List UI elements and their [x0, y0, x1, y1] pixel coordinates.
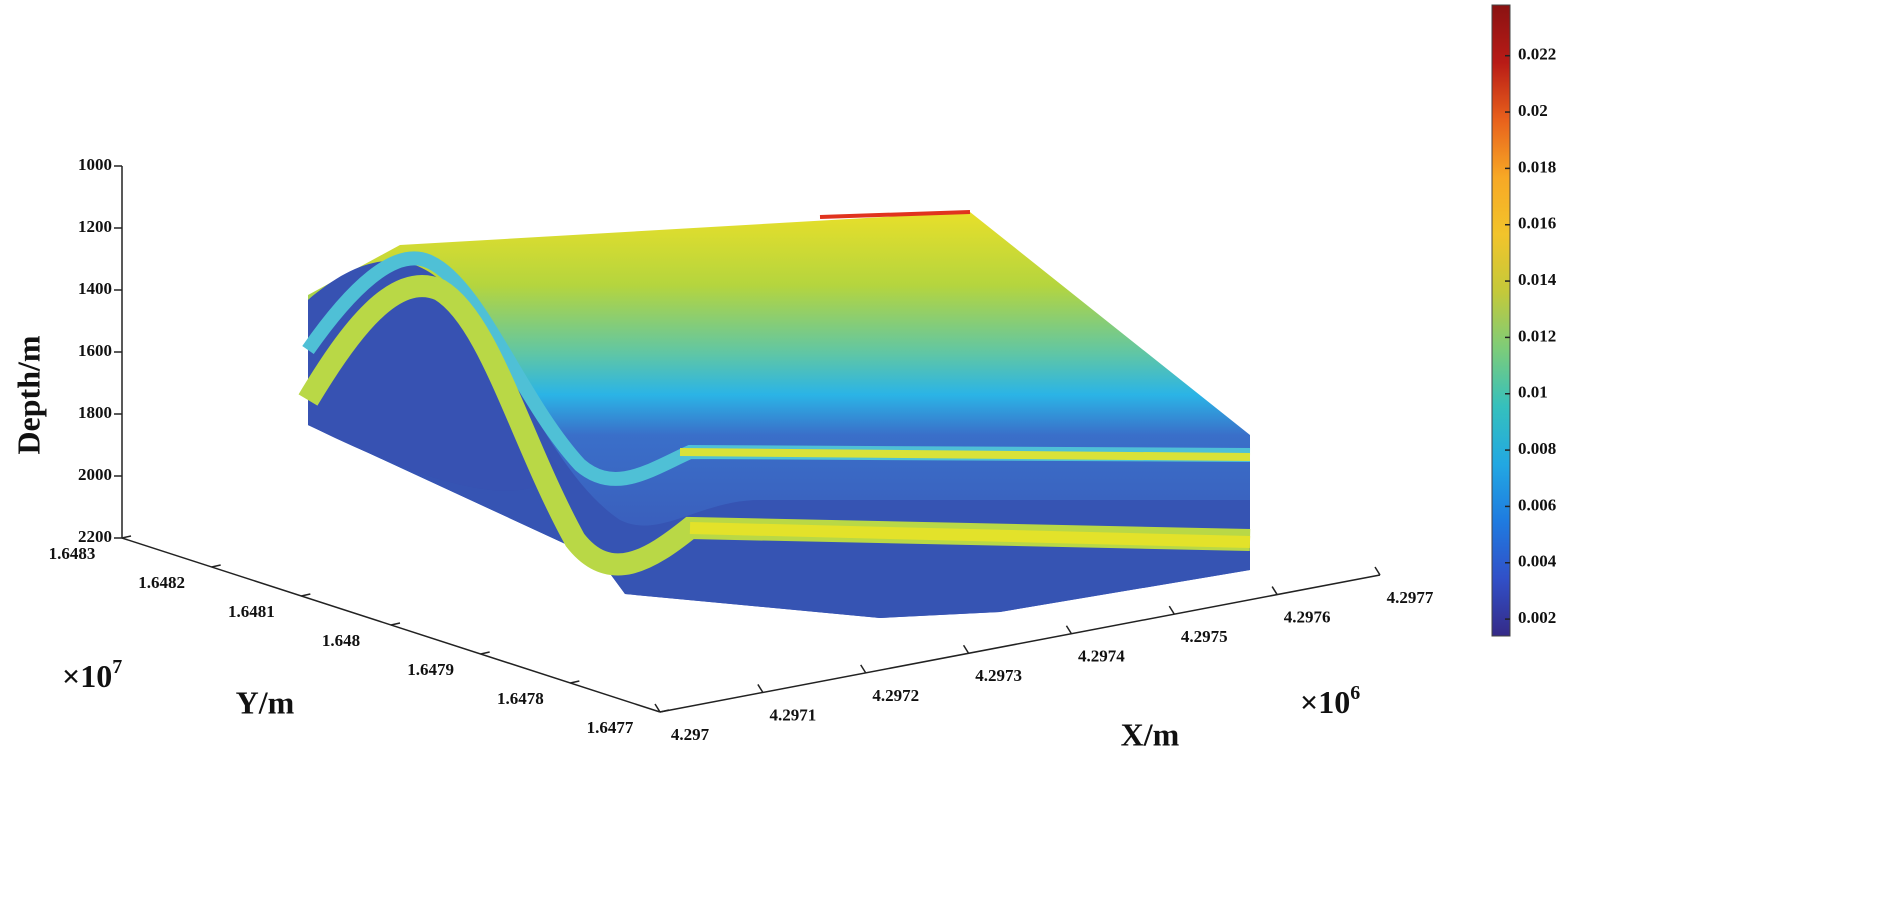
z-tick-label: 1400 [78, 279, 112, 298]
y-tick [659, 709, 670, 713]
y-tick-label: 1.6478 [497, 689, 544, 708]
colorbar-tick-label: 0.018 [1518, 157, 1556, 176]
y-tick [390, 622, 401, 626]
colorbar-tick-label: 0.004 [1518, 552, 1557, 571]
colorbar-tick-label: 0.016 [1518, 214, 1556, 233]
surface-band [689, 522, 1251, 548]
y-tick [570, 680, 580, 684]
x-scale: ×106 [1300, 682, 1360, 721]
colorbar-tick-label: 0.014 [1518, 270, 1557, 289]
x-tick-label: 4.2976 [1284, 607, 1331, 626]
y-tick-label: 1.6482 [138, 573, 185, 592]
y-tick-label: 1.6481 [228, 602, 275, 621]
z-tick-label: 1600 [78, 341, 112, 360]
x-tick [757, 684, 764, 693]
y-tick [301, 593, 311, 597]
surface-band [679, 448, 1251, 461]
y-tick-label: 1.6483 [49, 544, 96, 563]
surface-band [302, 251, 1251, 486]
colorbar-tick-label: 0.01 [1518, 383, 1548, 402]
x-tick-label: 4.297 [671, 725, 710, 744]
colorbar-tick-label: 0.02 [1518, 101, 1548, 120]
surface [298, 210, 1251, 618]
x-tick [1271, 586, 1278, 595]
z-tick-label: 2200 [78, 527, 112, 546]
y-scale-base: ×10 [62, 658, 112, 694]
axes: 4.297 4.2971 4.2972 4.2973 4.2974 4.2975 4.297… [49, 155, 1434, 744]
x-axis-line [659, 574, 1381, 713]
x-tick [1065, 625, 1073, 635]
x-tick-label: 4.2973 [975, 666, 1022, 685]
colorbar-tick-label: 0.002 [1518, 608, 1556, 627]
x-scale-base: ×10 [1300, 684, 1350, 720]
x-tick [1374, 566, 1381, 576]
x-tick [962, 644, 970, 654]
x-tick-label: 4.2977 [1387, 588, 1434, 607]
z-tick-label: 1000 [78, 155, 112, 174]
surface-ridge [819, 210, 971, 219]
y-scale-exponent: 7 [112, 656, 122, 678]
y-tick [480, 651, 490, 655]
x-scale-exponent: 6 [1350, 682, 1360, 704]
x-tick-label: 4.2974 [1078, 647, 1125, 666]
x-tick [860, 664, 867, 674]
x-tick-label: 4.2975 [1181, 627, 1228, 646]
x-tick-label: 4.2971 [769, 705, 816, 724]
x-axis-title: X/m [1121, 716, 1180, 752]
y-tick [211, 564, 221, 568]
y-tick [121, 535, 132, 539]
colorbar [1491, 4, 1511, 637]
z-axis-title: Depth/m [10, 335, 46, 454]
x-tick [654, 703, 661, 713]
x-tick [1168, 605, 1175, 615]
x-tick-label: 4.2972 [872, 686, 919, 705]
y-tick-label: 1.648 [322, 631, 360, 650]
colorbar-tick-label: 0.008 [1518, 439, 1556, 458]
y-tick-label: 1.6479 [407, 660, 454, 679]
y-scale: ×107 [62, 656, 122, 695]
surface-band [298, 275, 1251, 576]
colorbar-tick-label: 0.022 [1518, 45, 1556, 64]
z-tick-label: 1200 [78, 217, 112, 236]
z-tick-label: 1800 [78, 403, 112, 422]
z-tick-label: 2000 [78, 465, 112, 484]
colorbar-tick-label: 0.006 [1518, 495, 1556, 514]
y-tick-label: 1.6477 [587, 718, 634, 737]
colorbar-tick-label: 0.012 [1518, 326, 1556, 345]
y-axis-title: Y/m [236, 684, 295, 720]
